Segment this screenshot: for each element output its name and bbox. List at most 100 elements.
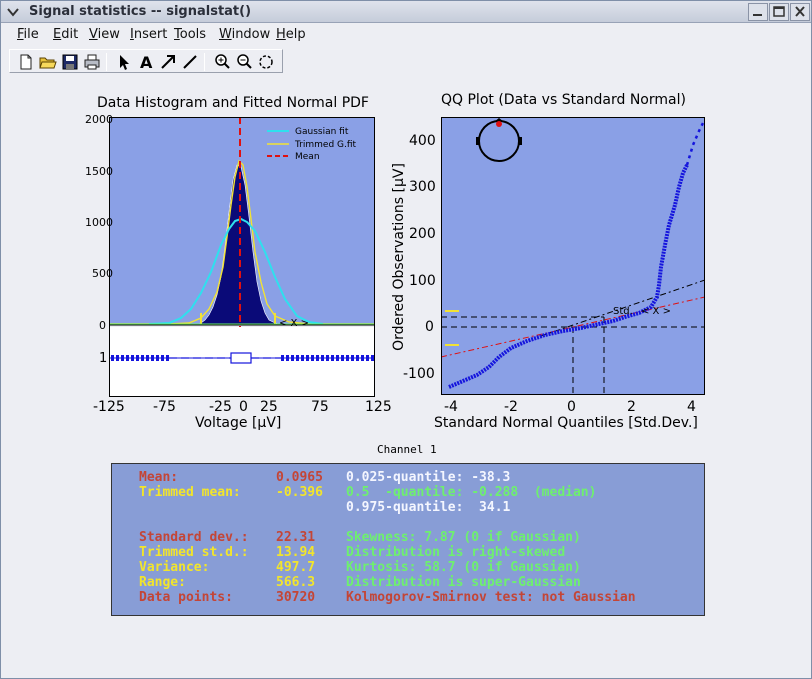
stat-kurt-desc: Distribution is super-Gaussian — [346, 575, 581, 590]
histogram-title: Data Histogram and Fitted Normal PDF — [97, 95, 369, 111]
select-arrow-icon[interactable] — [114, 52, 134, 72]
stat-variance-value: 497.7 — [276, 560, 316, 575]
channel-label: Channel 1 — [377, 443, 437, 456]
qq-xtick-0: 0 — [567, 399, 576, 415]
qq-xtick-4: 4 — [687, 399, 696, 415]
stat-ks-test: Kolmogorov-Smirnov test: not Gaussian — [346, 590, 636, 605]
qq-xlabel: Standard Normal Quantiles [Std.Dev.] — [434, 415, 698, 431]
stat-trimmed-std-value: 13.94 — [276, 545, 316, 560]
stat-trimmed-mean-label: Trimmed mean: — [139, 485, 241, 500]
qq-xtick-neg2: -2 — [504, 399, 518, 415]
line-tool-icon[interactable] — [180, 52, 200, 72]
qq-fit-line-red — [441, 296, 705, 358]
hist-xtick-neg25: -25 — [209, 399, 232, 415]
menu-insert[interactable]: Insert — [130, 27, 168, 42]
stat-q975: 0.975-quantile: 34.1 — [346, 500, 511, 515]
qq-ytick-neg100: -100 — [403, 366, 435, 382]
stat-trimmed-std-label: Trimmed st.d.: — [139, 545, 249, 560]
hist-ytick-500: 500 — [92, 267, 113, 280]
zoom-out-icon[interactable] — [234, 52, 254, 72]
maximize-button[interactable] — [769, 3, 789, 21]
histogram-x-annotation: < X > — [279, 318, 309, 329]
stat-range-value: 566.3 — [276, 575, 316, 590]
close-button[interactable] — [790, 3, 810, 21]
toolbar-separator — [106, 53, 107, 71]
stat-mean-value: 0.0965 — [276, 470, 323, 485]
hist-xtick-75: 75 — [311, 399, 329, 415]
hist-xtick-0: 0 — [239, 399, 248, 415]
window-menu-icon[interactable] — [7, 6, 19, 18]
stat-std-value: 22.31 — [276, 530, 316, 545]
stat-trimmed-mean-value: -0.396 — [276, 485, 323, 500]
zoom-in-icon[interactable] — [212, 52, 232, 72]
minimize-button[interactable] — [748, 3, 768, 21]
menu-view[interactable]: View — [89, 27, 120, 42]
hist-xtick-125: 125 — [365, 399, 392, 415]
qq-xtick-2: 2 — [627, 399, 636, 415]
qq-title: QQ Plot (Data vs Standard Normal) — [441, 92, 686, 108]
statistics-panel: Mean: 0.0965 0.025-quantile: -38.3 Trimm… — [111, 463, 705, 616]
qq-x-annotation: < X > — [641, 306, 671, 317]
head-electrode-icon — [476, 118, 522, 162]
histogram-xlabel: Voltage [µV] — [195, 415, 282, 431]
histogram-axes-frame — [109, 117, 375, 397]
legend-gaussian-fit: Gaussian fit — [295, 127, 349, 137]
stat-mean-label: Mean: — [139, 470, 179, 485]
menu-edit[interactable]: Edit — [53, 27, 79, 42]
hist-xtick-neg75: -75 — [153, 399, 176, 415]
stat-datapoints-label: Data points: — [139, 590, 233, 605]
menu-file[interactable]: File — [17, 27, 39, 42]
gaussian-fit-curve — [148, 217, 324, 325]
new-file-icon[interactable] — [16, 52, 36, 72]
menu-window[interactable]: Window — [219, 27, 271, 42]
qq-ytick-0: 0 — [425, 319, 434, 335]
stat-kurtosis: Kurtosis: 58.7 (0 if Gaussian) — [346, 560, 581, 575]
histogram-plot: < X > Gaussian fit Trimmed G.fit Mean — [109, 117, 375, 397]
hist-xtick-25: 25 — [260, 399, 278, 415]
stat-q025: 0.025-quantile: -38.3 — [346, 470, 511, 485]
arrow-tool-icon[interactable] — [158, 52, 178, 72]
title-bar[interactable]: Signal statistics -- signalstat() — [1, 1, 811, 23]
qq-std-annotation: Std. — [613, 306, 633, 317]
boxplot-label: 1 — [99, 351, 108, 366]
hist-ytick-2000: 2000 — [85, 113, 113, 126]
hist-ytick-1000: 1000 — [85, 216, 113, 229]
hist-xtick-neg125: -125 — [93, 399, 125, 415]
trim-markers — [200, 313, 276, 324]
save-icon[interactable] — [60, 52, 80, 72]
hist-ytick-1500: 1500 — [85, 165, 113, 178]
text-tool-icon[interactable]: A — [136, 52, 156, 72]
stat-datapoints-value: 30720 — [276, 590, 316, 605]
qq-trim-markers — [445, 310, 459, 346]
rotate-icon[interactable] — [256, 52, 276, 72]
print-icon[interactable] — [82, 52, 102, 72]
figure-toolbar: A — [9, 49, 283, 73]
qq-plot: Std. < X > — [441, 117, 705, 395]
qq-ytick-400: 400 — [409, 133, 436, 149]
menu-bar: File Edit View Insert Tools Window Help — [1, 23, 811, 47]
qq-data-points — [448, 164, 689, 389]
boxplot — [109, 352, 375, 364]
qq-axes-frame — [441, 117, 705, 395]
qq-std-lines — [441, 316, 605, 395]
qq-xtick-neg4: -4 — [444, 399, 458, 415]
stat-median: 0.5 -quantile: -0.288 (median) — [346, 485, 597, 500]
menu-tools[interactable]: Tools — [174, 27, 207, 42]
qq-outlier-points — [685, 122, 705, 166]
legend-mean: Mean — [295, 152, 320, 162]
open-folder-icon[interactable] — [38, 52, 58, 72]
menu-help[interactable]: Help — [276, 27, 306, 42]
stat-range-label: Range: — [139, 575, 186, 590]
toolbar-separator — [204, 53, 205, 71]
svg-text:A: A — [140, 53, 153, 72]
stat-std-label: Standard dev.: — [139, 530, 249, 545]
qq-ytick-200: 200 — [409, 226, 436, 242]
qq-fit-line-black — [540, 279, 705, 337]
window-title: Signal statistics -- signalstat() — [29, 4, 252, 19]
hist-ytick-0: 0 — [99, 319, 106, 332]
qq-axes-background — [441, 117, 705, 395]
qq-ytick-300: 300 — [409, 179, 436, 195]
qq-ytick-100: 100 — [409, 273, 436, 289]
stat-skewness: Skewness: 7.87 (0 if Gaussian) — [346, 530, 581, 545]
